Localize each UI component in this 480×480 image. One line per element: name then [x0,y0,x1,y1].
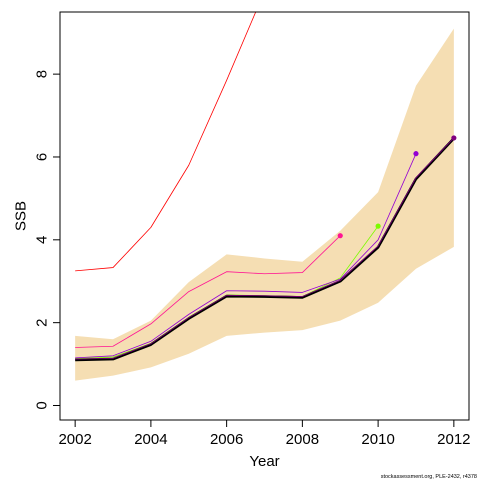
x-tick-label: 2004 [134,431,167,448]
series-2-end-point [337,233,343,239]
x-tick-label: 2008 [286,431,319,448]
series-line-6 [75,137,455,360]
series-line-4 [75,153,417,359]
y-axis-title: SSB [13,201,30,231]
x-axis-title: Year [249,453,279,470]
axes-layer: 2002 2004 2006 2008 2010 2012 0 2 4 6 8 [34,70,471,448]
series-4-end-point [413,151,419,157]
x-tick-label: 2006 [210,431,243,448]
series-layer [75,12,457,362]
confidence-band [75,28,454,381]
x-tick-label: 2010 [361,431,394,448]
series-line-1 [75,12,257,272]
x-tick-label: 2002 [58,431,91,448]
y-tick-label: 4 [34,236,51,244]
confidence-band-layer [75,28,454,381]
series-3-end-point [375,223,381,229]
y-tick-label: 8 [34,70,51,78]
credit-text: stockassessment.org, PLE-2432, r4378 [381,474,477,480]
plot-frame [59,11,470,421]
series-line-5 [75,137,455,362]
y-tick-label: 0 [34,401,51,409]
y-tick-label: 2 [34,318,51,326]
y-tick-label: 6 [34,153,51,161]
series-6-end-point [451,135,457,141]
x-tick-label: 2012 [437,431,470,448]
series-line-2 [75,235,341,348]
